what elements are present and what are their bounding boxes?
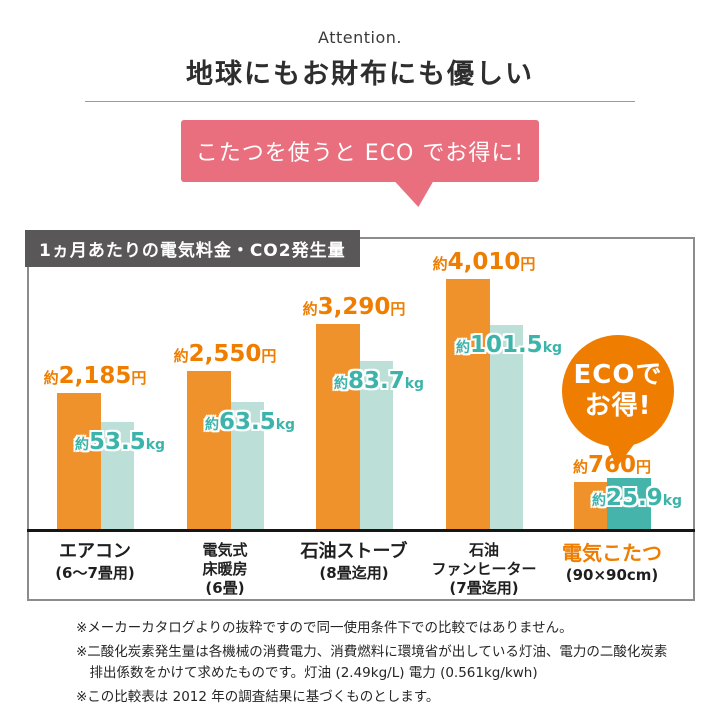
footnote-item: ※二酸化炭素発生量は各機械の消費電力、消費燃料に環境省が出している灯油、電力の二… [76, 643, 668, 681]
eco-badge: ECOで お得! [562, 335, 674, 447]
co2-bar [607, 478, 651, 530]
eco-badge-line1: ECOで [573, 359, 663, 390]
footnotes: ※メーカーカタログよりの抜粋ですので同一使用条件下での比較ではありません。 ※二酸… [76, 618, 680, 711]
category-label: 石油ストーブ (8畳迄用) [300, 541, 408, 582]
category-label: エアコン (6〜7畳用) [55, 541, 135, 582]
chart-plot-area: 約2,185円約53.5kg 約2,550円約63.5kg 約3,290円約83.7… [29, 239, 693, 599]
co2-value-label: 約25.9kg [591, 485, 683, 511]
chart-title-badge: 1ヵ月あたりの電気料金・CO2発生量 [25, 230, 360, 267]
eco-badge-line2: お得! [584, 391, 652, 421]
co2-value-label: 約83.7kg [333, 368, 425, 394]
attention-label: Attention. [318, 28, 402, 47]
title-divider [85, 101, 635, 102]
price-value-label: 約2,185円 [43, 363, 147, 389]
price-value-label: 約4,010円 [432, 249, 536, 275]
footnote-item: ※この比較表は 2012 年の調査結果に基づくものとします。 [76, 688, 440, 705]
price-bar [187, 371, 231, 530]
speech-bubble-tail [393, 180, 434, 207]
price-bar [316, 324, 360, 530]
co2-value-label: 約63.5kg [204, 409, 296, 435]
speech-bubble: こたつを使うと ECO でお得に! [181, 120, 539, 182]
price-bar [57, 393, 101, 530]
price-value-label: 約760円 [572, 452, 652, 478]
speech-bubble-text: こたつを使うと ECO でお得に! [195, 141, 525, 166]
co2-value-label: 約53.5kg [74, 429, 166, 455]
category-label: 電気こたつ (90×90cm) [562, 541, 662, 584]
footnote-item: ※メーカーカタログよりの抜粋ですので同一使用条件下での比較ではありません。 [76, 620, 573, 636]
category-label: 石油 ファンヒーター (7畳迄用) [431, 541, 537, 597]
category-axis: エアコン (6〜7畳用) 電気式 床暖房 (6畳) 石油ストーブ (8畳迄用) 石油 ファンヒー… [29, 239, 693, 599]
price-value-label: 約2,550円 [173, 341, 277, 367]
category-label: 電気式 床暖房 (6畳) [202, 541, 248, 597]
price-bar [446, 279, 490, 530]
price-value-label: 約3,290円 [302, 294, 406, 320]
x-axis-line [27, 529, 695, 532]
co2-value-label: 約101.5kg [455, 332, 563, 358]
page-title: 地球にもお財布にも優しい [186, 59, 534, 90]
